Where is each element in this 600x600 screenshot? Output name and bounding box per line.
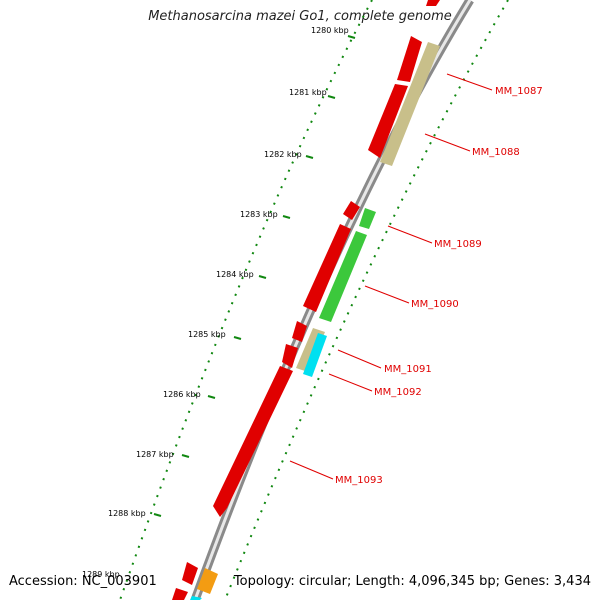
tick-label-1287: 1287 kbp xyxy=(136,450,174,459)
tick-label-1288: 1288 kbp xyxy=(108,509,146,518)
gene-feature-orange-1[interactable] xyxy=(197,568,218,594)
tick-label-1284: 1284 kbp xyxy=(216,270,254,279)
tick-1285 xyxy=(233,336,242,340)
gene-feature-cyan-1[interactable] xyxy=(303,333,327,377)
gene-feature-red-8[interactable] xyxy=(182,562,198,585)
gene-label-mm-1087: MM_1087 xyxy=(495,86,543,97)
tick-label-1285: 1285 kbp xyxy=(188,330,226,339)
gene-label-mm-1089: MM_1089 xyxy=(434,239,482,250)
leader-mm-1092 xyxy=(328,373,373,392)
tick-label-1286: 1286 kbp xyxy=(163,390,201,399)
gene-label-mm-1091: MM_1091 xyxy=(384,364,432,375)
gene-feature-red-5[interactable] xyxy=(292,321,307,342)
leader-mm-1090 xyxy=(364,285,410,304)
tick-1286 xyxy=(207,395,216,399)
tick-label-1280: 1280 kbp xyxy=(311,26,349,35)
leader-mm-1088 xyxy=(424,133,471,152)
genome-summary-label: Topology: circular; Length: 4,096,345 bp… xyxy=(233,574,591,589)
gene-feature-red-1[interactable] xyxy=(397,36,422,82)
tick-label-1281: 1281 kbp xyxy=(289,88,327,97)
tick-1284 xyxy=(258,275,267,279)
leader-mm-1093 xyxy=(289,460,334,480)
leader-mm-1091 xyxy=(337,349,382,369)
gene-features xyxy=(172,0,440,600)
gene-feature-red-3[interactable] xyxy=(343,201,360,220)
gene-label-mm-1092: MM_1092 xyxy=(374,387,422,398)
map-title: Methanosarcina mazei Go1, complete genom… xyxy=(148,9,452,24)
tick-label-1283: 1283 kbp xyxy=(240,210,278,219)
tick-1283 xyxy=(282,215,291,219)
accession-label: Accession: NC_003901 xyxy=(9,574,157,589)
leader-mm-1087 xyxy=(446,73,493,91)
tick-label-1282: 1282 kbp xyxy=(264,150,302,159)
gene-feature-cyan-2[interactable] xyxy=(190,596,202,600)
tick-1281 xyxy=(327,95,336,99)
gene-feature-red-2[interactable] xyxy=(368,84,408,158)
tick-1287 xyxy=(181,454,190,458)
gene-label-mm-1093: MM_1093 xyxy=(335,475,383,486)
leader-mm-1089 xyxy=(387,225,433,244)
outer-dotted-track xyxy=(224,0,509,600)
tick-1280 xyxy=(347,35,356,39)
gene-feature-green-1[interactable] xyxy=(359,208,376,229)
gene-feature-khaki-1[interactable] xyxy=(380,42,440,166)
gene-feature-red-7[interactable] xyxy=(213,366,293,517)
tick-label-1289: 1289 kbp xyxy=(82,570,120,579)
gene-feature-red-4[interactable] xyxy=(303,224,351,312)
gene-label-mm-1088: MM_1088 xyxy=(472,147,520,158)
gene-feature-red-6[interactable] xyxy=(282,344,298,368)
tick-1288 xyxy=(153,513,162,517)
gene-label-mm-1090: MM_1090 xyxy=(411,299,459,310)
gene-feature-red-top[interactable] xyxy=(426,0,440,6)
tick-marks xyxy=(153,35,356,517)
tick-1282 xyxy=(305,155,314,159)
label-leaders xyxy=(289,73,493,480)
gene-feature-green-2[interactable] xyxy=(319,231,367,322)
gene-feature-red-9[interactable] xyxy=(172,588,188,600)
